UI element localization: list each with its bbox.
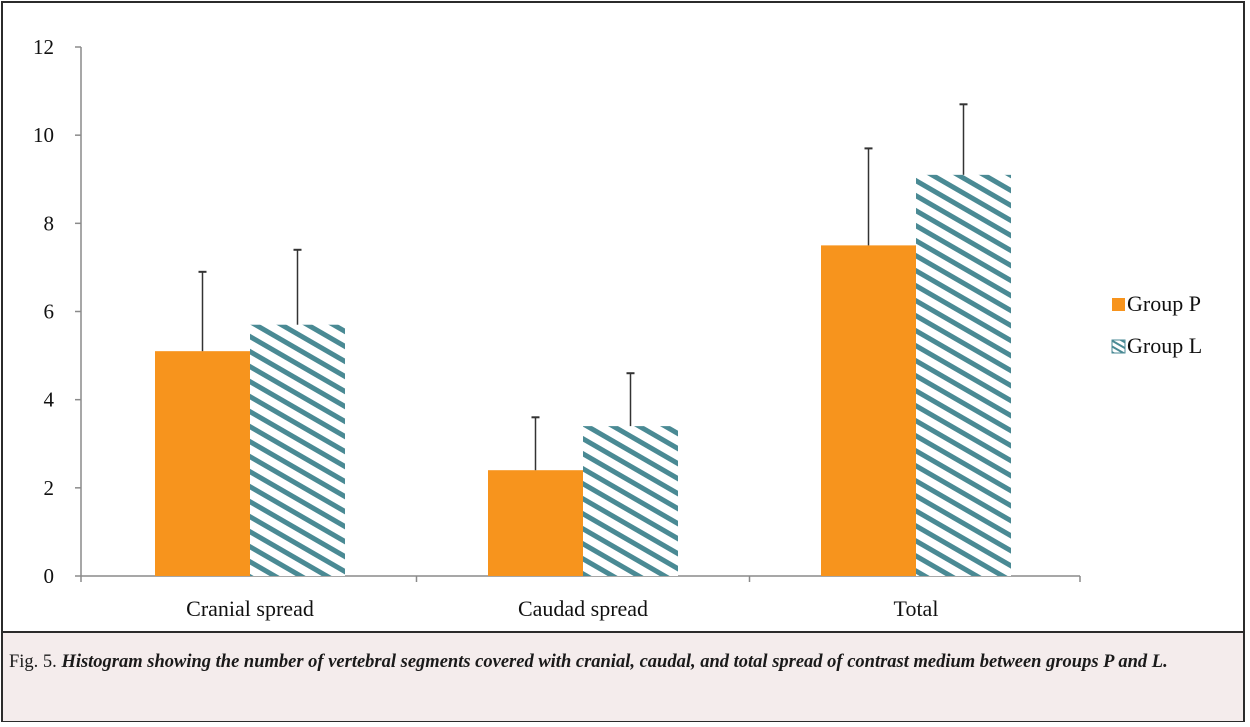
y-tick-label: 8 [44,211,55,235]
legend: Group P Group L [1111,291,1202,358]
bar-group-p [821,245,916,576]
bar-group-l [916,174,1011,576]
x-tick-label: Caudad spread [518,596,648,621]
y-tick-label: 0 [44,564,55,588]
bar-group-p [488,470,583,576]
bar-group-p [155,351,250,576]
y-tick-label: 2 [44,476,55,500]
caption-label: Fig. 5. [9,652,57,672]
caption-text: Histogram showing the number of vertebra… [61,652,1168,672]
legend-swatch-group-p [1112,298,1125,311]
bar-group-l [250,324,345,576]
bar-chart: 0 2 4 6 8 10 12 Cranial spread Caudad spread Tota… [33,35,1202,621]
bar-group-l [583,426,678,576]
y-tick-label: 12 [33,35,54,59]
bar-marks [155,103,1011,576]
figure-caption: Fig. 5. Histogram showing the number of … [3,631,1243,721]
legend-label-group-l: Group L [1127,333,1202,358]
y-tick-label: 4 [44,388,55,412]
y-tick-label: 6 [44,300,55,324]
legend-label-group-p: Group P [1127,291,1201,316]
y-tick-label: 10 [33,123,54,147]
legend-swatch-group-l [1111,339,1126,354]
x-tick-label: Cranial spread [186,596,314,621]
x-tick-label: Total [894,596,939,621]
